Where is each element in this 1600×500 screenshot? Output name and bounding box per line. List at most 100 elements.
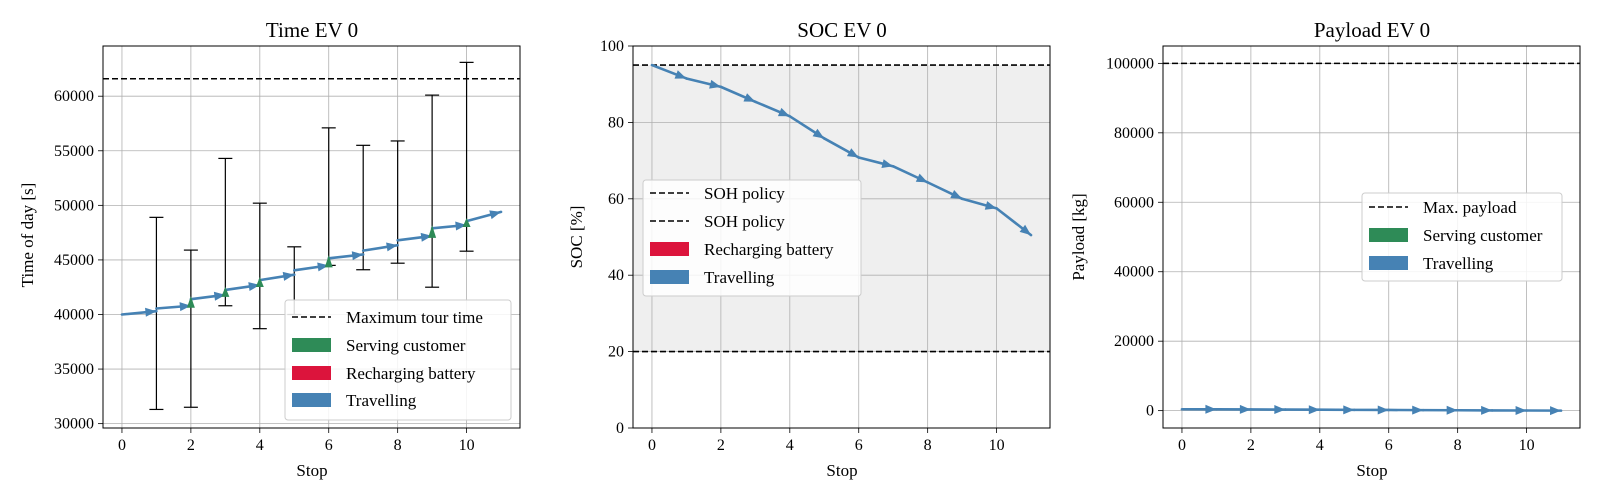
payload-ytick-label: 80000 [1114,125,1154,142]
payload-travel-segment-head [1446,405,1458,415]
soc-travel-segment-head [950,190,963,199]
payload-xtick-label: 6 [1385,437,1393,454]
soc-legend-swatch-travel [650,270,689,284]
payload-ytick-label: 40000 [1114,264,1154,281]
soc-xtick-label: 10 [989,437,1005,454]
time-legend-recharging: Recharging battery [346,364,476,383]
time-chart: Time EV 0 Stop Time of day [s] 0 2 4 6 8 10 30… [18,18,521,480]
time-ytick-label: 50000 [54,197,94,214]
time-legend-swatch-recharge [292,366,331,380]
soc-travel-segment-head [846,148,859,158]
time-xtick-label: 6 [325,437,333,454]
soc-chart-frame [632,45,1051,429]
soc-legend-swatch-recharge [650,242,689,256]
time-serve-segment [324,255,333,268]
payload-travel-segment-head [1481,405,1493,415]
payload-chart-legend: Max. payload Serving customer Travelling [1361,192,1563,282]
time-travel-segment-head [386,242,398,252]
time-serve-segment [462,218,471,227]
payload-travel-segment-head [1274,405,1286,415]
time-serve-segment [221,286,230,297]
payload-ytick-label: 0 [1146,403,1154,420]
time-travel-segment-head [420,232,433,242]
soc-xtick-label: 4 [786,437,794,454]
time-serve-segment [186,296,195,308]
time-legend-travelling: Travelling [346,391,417,410]
payload-chart: Payload EV 0 Stop Payload [kg] 0 2 4 6 8 10 0 2… [1069,18,1581,480]
payload-legend-serving: Serving customer [1423,226,1543,245]
time-xtick-label: 2 [187,437,195,454]
soc-chart-data [633,63,1050,353]
time-travel-segment-head [489,210,502,220]
payload-xtick-label: 0 [1178,437,1186,454]
time-xtick-label: 4 [256,437,264,454]
soc-legend-soh-policy-1: SOH policy [704,184,785,203]
soc-travel-segment-head [709,79,721,89]
payload-xtick-label: 10 [1519,437,1535,454]
time-xtick-label: 0 [118,437,126,454]
time-serve-segment [428,225,437,238]
time-serve-segment [255,277,264,288]
payload-axes-frame [1162,45,1581,429]
time-xtick-label: 10 [459,437,475,454]
payload-travel-segment-head [1308,405,1320,415]
payload-legend-max-payload: Max. payload [1423,198,1517,217]
payload-ytick-label: 100000 [1106,55,1154,72]
soc-travel-segment-head [777,107,790,117]
soc-ytick-label: 100 [600,38,624,55]
time-travel-segment-head [455,221,467,231]
payload-chart-frame [1162,45,1581,429]
time-legend-serving: Serving customer [346,336,466,355]
payload-legend-travelling: Travelling [1423,254,1494,273]
soc-travel-segment-head [743,93,756,102]
payload-legend-swatch-serve [1369,228,1408,242]
soc-legend-box [642,179,862,297]
payload-chart-xlabel: Stop [1356,461,1387,480]
soc-xtick-label: 2 [717,437,725,454]
soc-chart-ylabel: SOC [%] [567,206,586,269]
soc-travel-segment-head [881,159,894,168]
time-legend-swatch-travel [292,393,331,407]
time-legend-box [284,299,512,421]
soc-ytick-label: 20 [608,344,624,361]
payload-travel-segment-head [1550,406,1562,416]
time-travel-segment-head [351,251,364,261]
payload-xtick-label: 8 [1454,437,1462,454]
time-ytick-label: 60000 [54,88,94,105]
time-travel-segment-head [213,291,226,301]
soc-travel-segment-head [1019,224,1032,236]
soc-ytick-label: 40 [608,267,624,284]
payload-chart-title: Payload EV 0 [1314,18,1430,42]
payload-ytick-label: 60000 [1114,194,1154,211]
payload-travel-segment-head [1515,405,1527,415]
time-travel-segment-head [179,302,191,312]
soc-ytick-label: 80 [608,114,624,131]
soc-legend-travelling: Travelling [704,268,775,287]
soc-chart-legend: SOH policy SOH policy Recharging battery… [642,179,862,297]
time-ytick-label: 55000 [54,143,94,160]
soc-travel-segment-head [812,128,825,139]
payload-legend-box [1361,192,1563,282]
soc-xtick-label: 0 [648,437,656,454]
soc-ytick-label: 0 [616,420,624,437]
payload-travel-segment-head [1239,404,1251,414]
time-chart-xlabel: Stop [296,461,327,480]
soc-ytick-label: 60 [608,191,624,208]
time-travel-segment-head [282,271,295,281]
payload-chart-ylabel: Payload [kg] [1069,193,1088,280]
payload-ytick-label: 20000 [1114,333,1154,350]
soc-travel-segment-head [915,173,928,183]
time-ytick-label: 30000 [54,416,94,433]
payload-travel-segment-head [1412,405,1424,415]
payload-travel-segment-head [1205,404,1217,414]
soc-chart-xlabel: Stop [826,461,857,480]
time-xtick-label: 8 [394,437,402,454]
time-chart-ticks: 0 2 4 6 8 10 30000 35000 40000 45000 50000 55000 600… [54,88,475,454]
time-ytick-label: 35000 [54,361,94,378]
soc-legend-recharging: Recharging battery [704,240,834,259]
time-legend-max-tour-time: Maximum tour time [346,308,483,327]
time-ytick-label: 40000 [54,306,94,323]
soc-travel-segment-head [984,201,997,210]
